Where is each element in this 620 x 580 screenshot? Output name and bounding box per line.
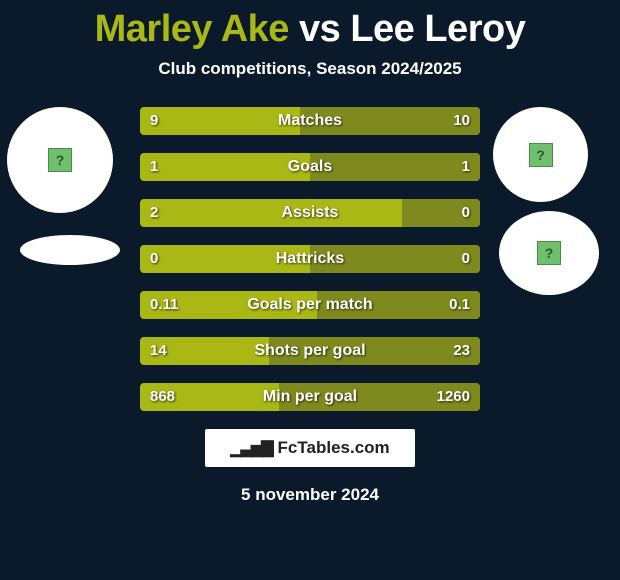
stat-row: 2Assists0 (140, 199, 480, 227)
stat-value-right: 1 (462, 153, 470, 181)
stat-row: 14Shots per goal23 (140, 337, 480, 365)
stat-row: 0Hattricks0 (140, 245, 480, 273)
subtitle: Club competitions, Season 2024/2025 (0, 59, 620, 79)
player1-body-avatar (20, 235, 120, 265)
stat-label: Hattricks (140, 245, 480, 273)
stat-label: Goals (140, 153, 480, 181)
stat-value-right: 23 (453, 337, 470, 365)
stat-row: 868Min per goal1260 (140, 383, 480, 411)
stat-bars: 9Matches101Goals12Assists00Hattricks00.1… (140, 107, 480, 411)
page-title: Marley Ake vs Lee Leroy (0, 8, 620, 51)
title-vs: vs (299, 8, 340, 50)
logo-text: FcTables.com (278, 438, 390, 458)
stat-label: Min per goal (140, 383, 480, 411)
player2-head-avatar: ? (493, 107, 588, 202)
stat-label: Matches (140, 107, 480, 135)
stat-value-right: 0.1 (449, 291, 470, 319)
date-label: 5 november 2024 (0, 485, 620, 505)
stat-row: 0.11Goals per match0.1 (140, 291, 480, 319)
stat-label: Shots per goal (140, 337, 480, 365)
image-placeholder-icon: ? (529, 143, 553, 167)
title-player1: Marley Ake (95, 8, 289, 50)
player1-head-avatar: ? (7, 107, 113, 213)
stat-row: 1Goals1 (140, 153, 480, 181)
stat-label: Goals per match (140, 291, 480, 319)
stat-value-right: 1260 (437, 383, 470, 411)
stat-value-right: 0 (462, 199, 470, 227)
image-placeholder-icon: ? (48, 148, 72, 172)
stat-row: 9Matches10 (140, 107, 480, 135)
bar-chart-icon: ▁▃▅▇ (230, 438, 271, 458)
player2-body-avatar: ? (499, 211, 599, 295)
fctables-logo: ▁▃▅▇ FcTables.com (205, 429, 415, 467)
title-player2: Lee Leroy (350, 8, 525, 50)
stat-value-right: 10 (453, 107, 470, 135)
stat-value-right: 0 (462, 245, 470, 273)
stat-label: Assists (140, 199, 480, 227)
image-placeholder-icon: ? (537, 241, 561, 265)
comparison-stage: ? ? ? 9Matches101Goals12Assists00Hattric… (0, 107, 620, 411)
